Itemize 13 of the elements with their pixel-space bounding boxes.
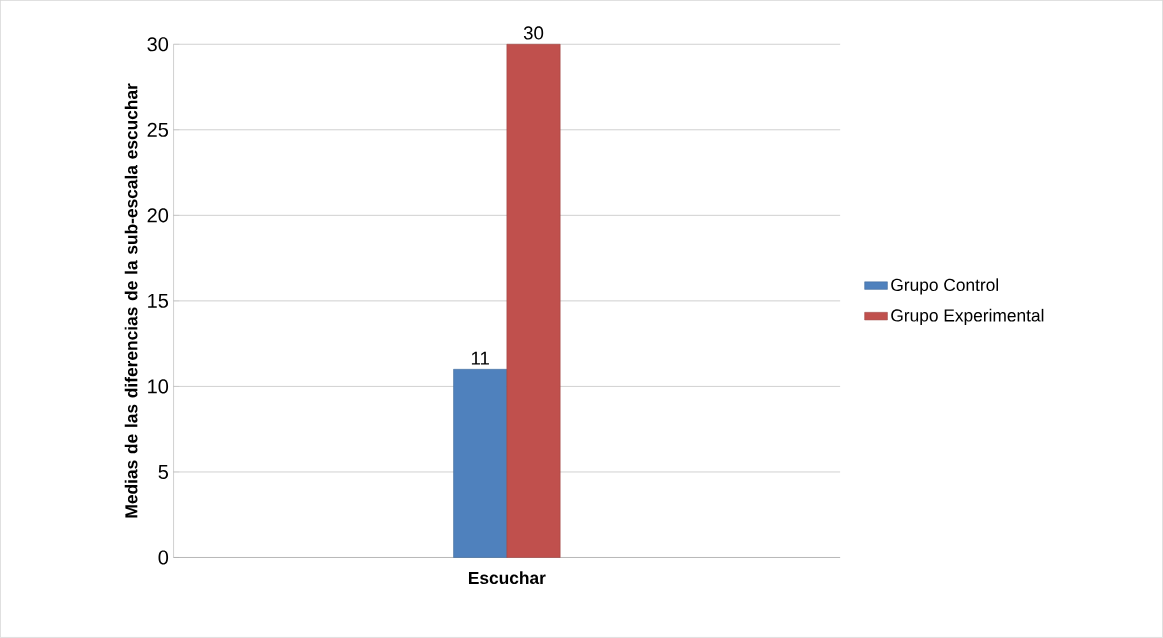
y-tick-label: 0 (158, 550, 169, 565)
data-label: 11 (471, 351, 489, 365)
legend-label: Grupo Control (891, 278, 999, 295)
legend-label: Grupo Experimental (891, 308, 1044, 326)
y-tick-label: 20 (147, 208, 169, 223)
y-tick-label: 10 (148, 379, 169, 394)
y-tick-label: 5 (158, 465, 169, 480)
data-label: 30 (523, 26, 544, 40)
x-axis-title: Escuchar (468, 571, 546, 585)
y-tick-label: 15 (148, 294, 169, 308)
y-tick-label: 30 (147, 37, 169, 52)
y-axis-title: Medias de las diferencias de la sub-escala escuchar (124, 83, 138, 518)
y-tick-label: 25 (147, 122, 169, 137)
